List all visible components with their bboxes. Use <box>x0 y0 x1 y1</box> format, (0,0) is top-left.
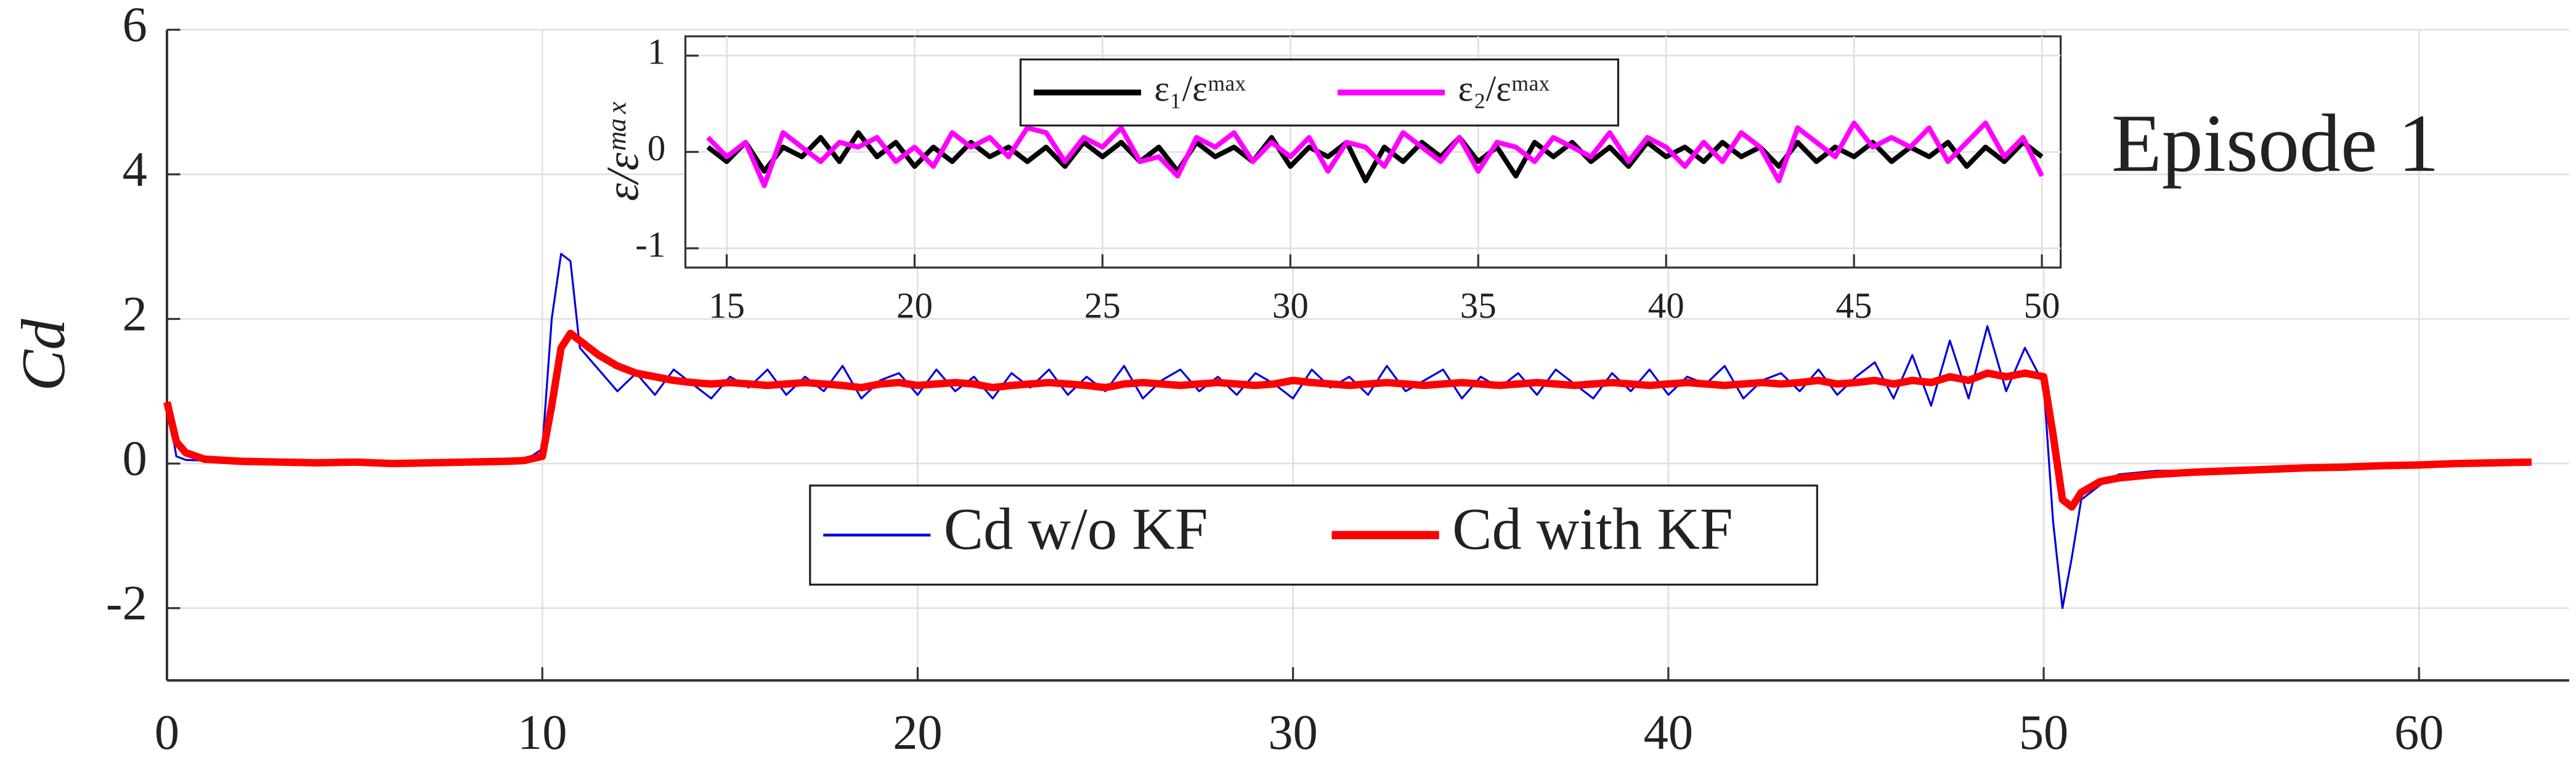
x-tick-label: 10 <box>518 705 567 760</box>
y-axis-label: ε/εᵐᵃˣ <box>598 102 648 202</box>
legend-label: Cd w/o KF <box>944 496 1208 561</box>
y-tick-label: -2 <box>106 576 147 630</box>
x-tick-label: 40 <box>1648 285 1684 325</box>
annotation: Episode 1 <box>2111 97 2439 189</box>
y-tick-label: -1 <box>635 224 665 264</box>
legend: ε₁/εᵐᵃˣ ε₂/εᵐᵃˣ <box>1019 58 1620 127</box>
x-tick-label: 0 <box>155 705 179 760</box>
legend: Cd w/o KF Cd with KF <box>809 484 1818 586</box>
y-tick-label: 6 <box>123 0 147 52</box>
x-tick-label: 50 <box>2024 285 2060 325</box>
x-tick-label: 15 <box>709 285 745 325</box>
x-tick-label: 35 <box>1460 285 1497 325</box>
legend-label: ε₂/εᵐᵃˣ <box>1458 68 1550 109</box>
series-line <box>706 120 2044 189</box>
legend-label: ε₁/εᵐᵃˣ <box>1154 68 1245 109</box>
x-tick-label: 40 <box>1644 705 1693 760</box>
y-tick-label: 4 <box>123 142 147 197</box>
x-tick-label: 30 <box>1268 705 1317 760</box>
x-tick-label: 25 <box>1084 285 1121 325</box>
x-tick-label: 20 <box>893 705 942 760</box>
y-axis-label: Cd <box>9 319 78 391</box>
series-line <box>706 130 2044 184</box>
legend-label: Cd with KF <box>1452 496 1733 561</box>
chart-1: -1 0 1 15 20 25 30 35 40 45 50 ε/εᵐᵃˣ ε₁/εᵐᵃˣ ε₂/εᵐᵃˣ <box>598 31 2062 325</box>
y-tick-label: 0 <box>648 128 665 168</box>
legend-box <box>809 484 1818 586</box>
series-line <box>163 329 2532 511</box>
x-tick-label: 60 <box>2394 705 2444 760</box>
x-tick-label: 45 <box>1836 285 1872 325</box>
y-tick-label: 0 <box>123 431 147 486</box>
x-tick-label: 30 <box>1272 285 1309 325</box>
x-tick-label: 20 <box>896 285 933 325</box>
x-tick-label: 50 <box>2019 705 2068 760</box>
y-tick-label: 1 <box>648 31 665 72</box>
y-tick-label: 2 <box>123 287 147 341</box>
